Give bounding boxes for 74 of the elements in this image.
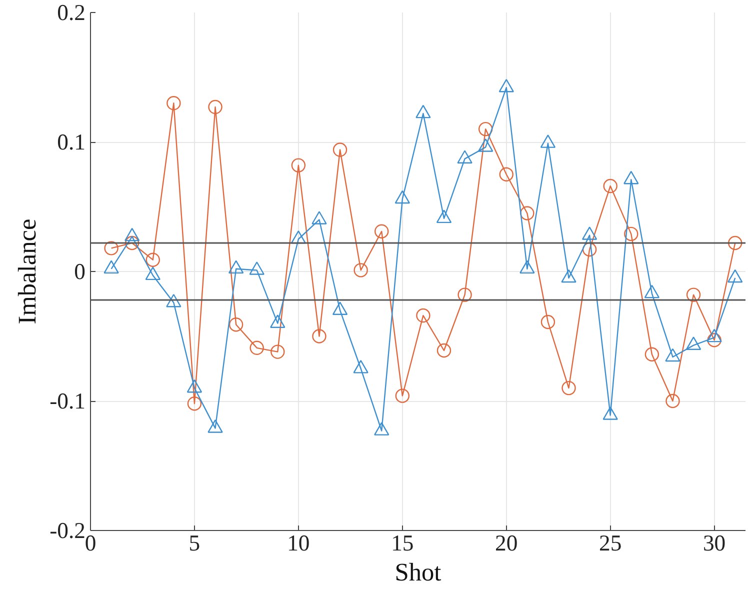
x-tick-label: 10 bbox=[287, 530, 310, 556]
point bbox=[582, 226, 598, 240]
point bbox=[728, 269, 743, 283]
point bbox=[520, 206, 534, 220]
point bbox=[332, 302, 348, 315]
point bbox=[540, 314, 556, 330]
point bbox=[602, 406, 618, 420]
point bbox=[250, 340, 264, 355]
point bbox=[228, 318, 244, 332]
y-axis-title: Imbalance bbox=[14, 218, 42, 324]
y-tick-label: 0 bbox=[74, 259, 86, 284]
point bbox=[498, 78, 514, 92]
point bbox=[582, 242, 597, 257]
point bbox=[499, 167, 514, 182]
point bbox=[666, 394, 680, 408]
point bbox=[416, 308, 430, 323]
point bbox=[562, 380, 576, 396]
point bbox=[228, 260, 244, 274]
point bbox=[707, 333, 722, 348]
point bbox=[332, 142, 348, 157]
point bbox=[478, 122, 493, 136]
point bbox=[540, 134, 556, 148]
point bbox=[686, 336, 702, 350]
point bbox=[478, 138, 494, 152]
point bbox=[249, 262, 264, 275]
point bbox=[374, 422, 390, 436]
point bbox=[312, 329, 326, 344]
point bbox=[166, 96, 181, 110]
point bbox=[416, 104, 431, 118]
point bbox=[104, 241, 118, 256]
point bbox=[436, 343, 452, 358]
x-tick-label: 20 bbox=[495, 530, 518, 556]
point bbox=[520, 260, 535, 274]
point bbox=[353, 360, 368, 374]
point bbox=[270, 314, 286, 328]
point bbox=[561, 269, 576, 283]
x-tick-label: 30 bbox=[702, 530, 726, 556]
x-tick-label: 25 bbox=[599, 530, 622, 556]
point bbox=[186, 379, 202, 393]
point bbox=[208, 420, 223, 433]
point bbox=[166, 294, 182, 308]
point bbox=[686, 288, 701, 302]
x-axis-title: Shot bbox=[394, 558, 442, 586]
point bbox=[706, 328, 722, 342]
point bbox=[394, 190, 410, 204]
point bbox=[457, 150, 472, 164]
y-tick-label: -0.1 bbox=[50, 388, 86, 414]
x-tick-label: 5 bbox=[188, 530, 200, 556]
y-tick-label: -0.2 bbox=[50, 518, 86, 543]
point bbox=[291, 158, 306, 172]
point bbox=[644, 284, 660, 298]
point bbox=[603, 178, 618, 194]
point bbox=[208, 100, 222, 114]
point bbox=[624, 170, 639, 184]
point bbox=[270, 344, 285, 359]
point bbox=[436, 210, 452, 224]
point bbox=[187, 396, 202, 411]
point bbox=[644, 347, 660, 362]
point bbox=[354, 263, 368, 278]
y-tick-label: 0.1 bbox=[57, 130, 86, 154]
point bbox=[665, 348, 680, 362]
point bbox=[458, 288, 472, 302]
point bbox=[624, 226, 638, 242]
point bbox=[124, 236, 140, 250]
point bbox=[104, 260, 119, 274]
point bbox=[728, 236, 742, 250]
point bbox=[146, 252, 160, 267]
y-tick-label: 0.2 bbox=[57, 0, 86, 25]
point bbox=[374, 224, 389, 238]
point bbox=[312, 211, 327, 224]
x-tick-label: 15 bbox=[391, 530, 414, 556]
point bbox=[395, 388, 410, 403]
point bbox=[124, 228, 140, 242]
point bbox=[145, 266, 160, 280]
